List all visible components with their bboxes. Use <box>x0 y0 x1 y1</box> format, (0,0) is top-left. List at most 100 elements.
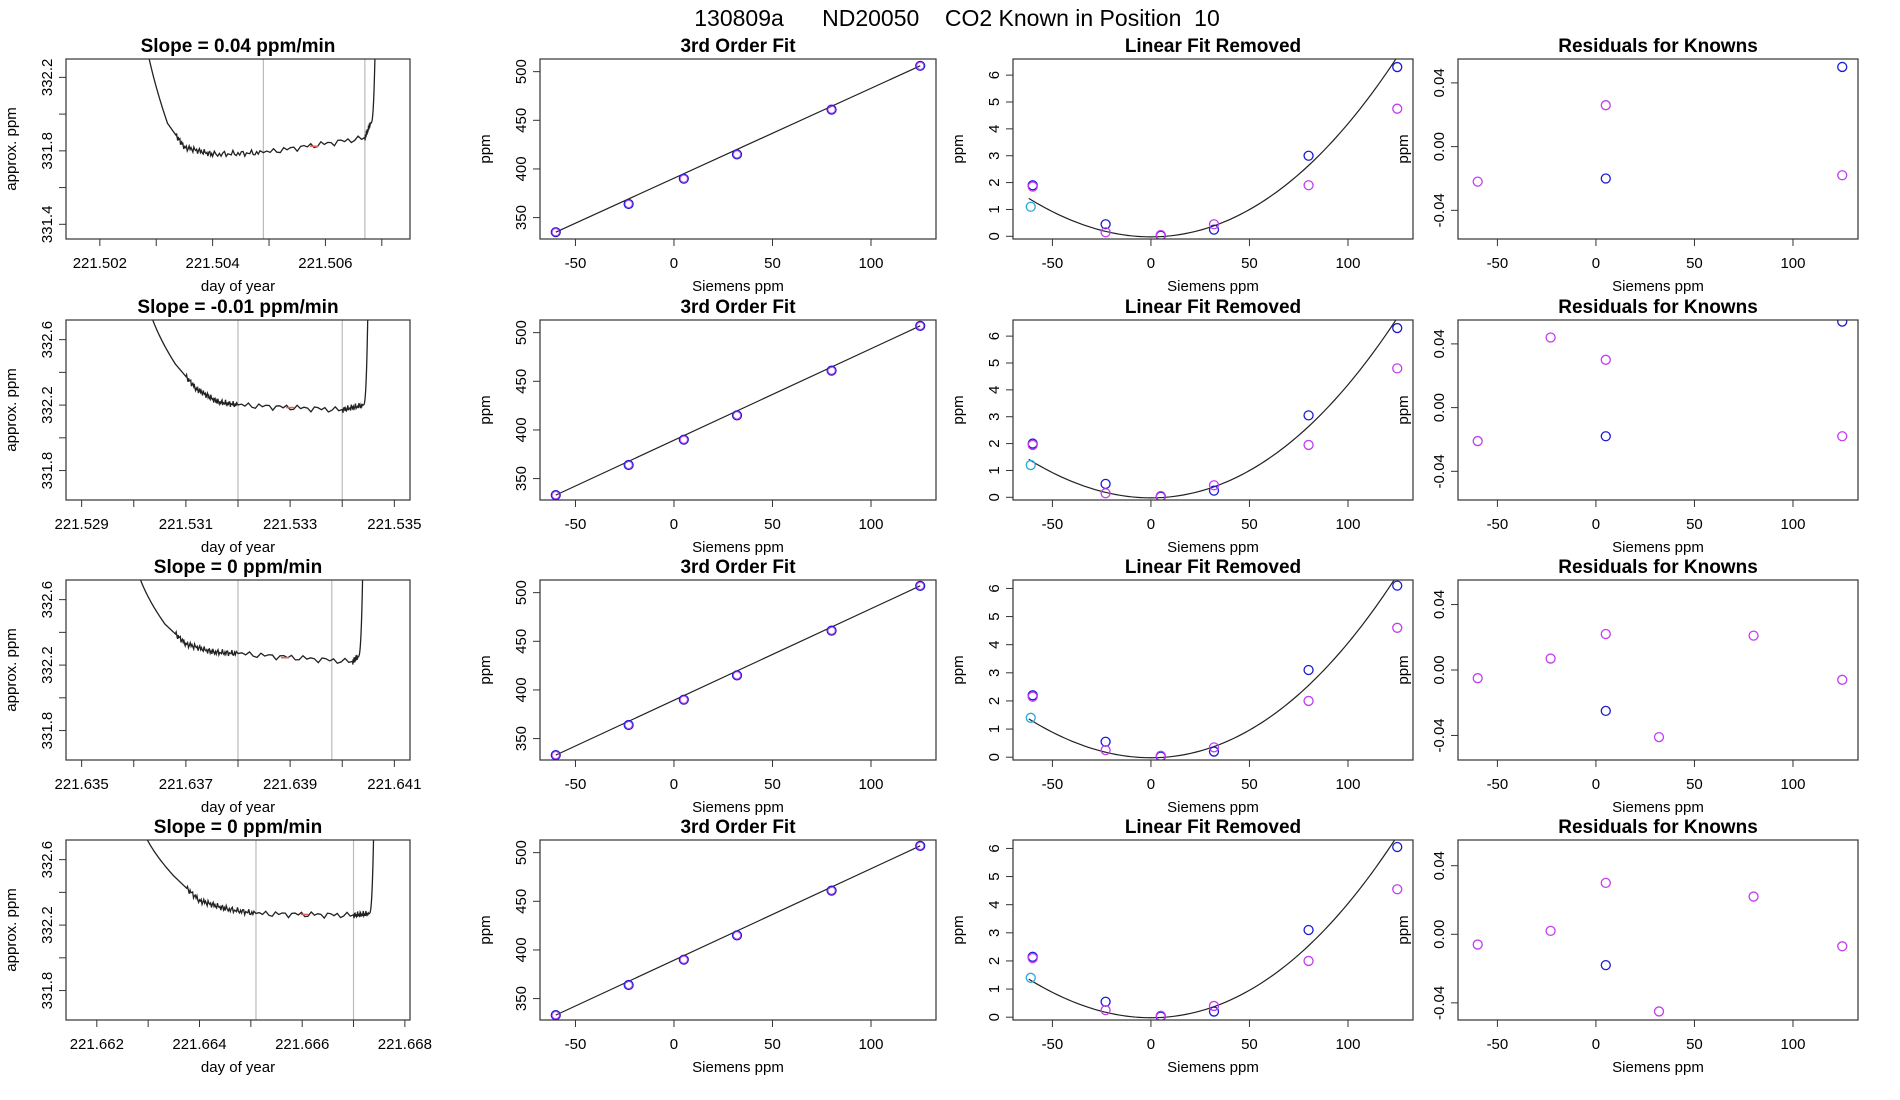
x-tick-label: 0 <box>670 255 678 272</box>
y-tick-label: 5 <box>986 359 1003 367</box>
data-point-blue <box>1208 1006 1220 1017</box>
y-tick-label: 0 <box>986 232 1003 240</box>
x-tick-label: 0 <box>1592 1036 1600 1053</box>
y-tick-label: 6 <box>986 332 1003 340</box>
panel-title: 3rd Order Fit <box>680 36 796 57</box>
fit-line <box>555 65 921 233</box>
data-point-magenta <box>1100 745 1111 756</box>
y-tick-label: 2 <box>986 957 1003 965</box>
y-tick-label: -0.04 <box>1431 718 1448 752</box>
y-tick-label: 400 <box>513 677 530 702</box>
y-tick-label: 500 <box>513 580 530 605</box>
data-point-overlay <box>551 1011 560 1020</box>
plot-frame <box>539 319 937 501</box>
x-tick-label: 100 <box>858 516 883 533</box>
x-tick-label: 100 <box>858 776 883 793</box>
plot-frame <box>1457 58 1859 240</box>
data-point-blue <box>1303 150 1314 161</box>
data-point <box>731 149 743 160</box>
y-tick-label: 0 <box>986 1013 1003 1021</box>
y-tick-label: 1 <box>986 466 1003 474</box>
x-axis-label: Siemens ppm <box>1612 539 1704 556</box>
data-trace <box>152 320 369 413</box>
x-tick-label: -50 <box>1042 255 1064 272</box>
plot-area <box>1472 61 1848 187</box>
x-tick-label: 0 <box>670 516 678 533</box>
data-point-overlay <box>733 671 741 680</box>
x-tick-label: -50 <box>565 776 587 793</box>
data-point-magenta <box>1837 674 1848 685</box>
fit-curve <box>1028 580 1395 759</box>
panel-r2-c1: Slope = -0.01 ppm/min day of year approx. … <box>3 297 421 556</box>
panel-title: Linear Fit Removed <box>1125 557 1301 578</box>
plot-area <box>152 320 369 500</box>
data-point-cyan <box>1025 972 1036 983</box>
x-axis-label: day of year <box>201 539 275 556</box>
data-point-overlay <box>916 61 925 70</box>
plot-area <box>146 840 375 1020</box>
data-point-magenta <box>1472 435 1483 447</box>
data-point-blue <box>1392 322 1403 334</box>
y-axis-label: ppm <box>477 915 494 944</box>
data-point-magenta <box>1748 630 1759 641</box>
data-point-magenta <box>1303 180 1314 191</box>
y-axis-label: ppm <box>477 134 494 163</box>
x-tick-label: 221.531 <box>159 516 213 533</box>
y-axis-label: ppm <box>1395 395 1412 424</box>
y-tick-label: 0 <box>986 493 1003 501</box>
x-tick-label: 50 <box>1686 516 1703 533</box>
data-point-magenta <box>1027 952 1038 964</box>
panel-title: Slope = 0 ppm/min <box>154 557 322 578</box>
y-tick-label: 332.6 <box>39 841 56 879</box>
data-point-overlay <box>679 695 688 704</box>
x-tick-label: 100 <box>858 1036 883 1053</box>
plot-area <box>550 840 926 1020</box>
x-tick-label: 50 <box>764 255 781 272</box>
y-tick-label: 0.04 <box>1431 851 1448 880</box>
x-tick-label: 221.668 <box>378 1036 432 1053</box>
y-tick-label: 350 <box>513 726 530 751</box>
y-axis-label: ppm <box>950 395 967 424</box>
panel-r1-c1: Slope = 0.04 ppm/min day of year approx. p… <box>3 36 411 295</box>
x-tick-label: 0 <box>1147 516 1155 533</box>
panel-title: Linear Fit Removed <box>1125 817 1301 838</box>
x-tick-label: 0 <box>1147 255 1155 272</box>
data-point-overlay <box>624 721 633 729</box>
plot-area <box>1025 840 1403 1020</box>
x-axis-label: Siemens ppm <box>1612 1059 1704 1076</box>
y-tick-label: 5 <box>986 98 1003 106</box>
data-point-blue <box>1392 580 1403 591</box>
y-axis-label: approx. ppm <box>3 368 20 451</box>
plot-area <box>1472 320 1848 447</box>
x-tick-label: 50 <box>764 776 781 793</box>
panel-title: Slope = 0 ppm/min <box>154 817 322 838</box>
data-point-magenta <box>1472 673 1483 684</box>
y-tick-label: 331.8 <box>39 712 56 750</box>
y-tick-label: 350 <box>513 466 530 491</box>
data-point-overlay <box>679 955 688 964</box>
data-point <box>826 885 837 896</box>
y-tick-label: 450 <box>513 369 530 394</box>
y-tick-label: 400 <box>513 417 530 442</box>
y-tick-label: 3 <box>986 152 1003 160</box>
plot-area <box>550 580 926 760</box>
y-tick-label: 4 <box>986 125 1003 133</box>
y-tick-label: 0.04 <box>1431 68 1448 97</box>
data-point-magenta <box>1545 925 1556 937</box>
y-tick-label: 0.00 <box>1431 920 1448 949</box>
y-tick-label: 332.2 <box>39 386 56 424</box>
y-tick-label: 400 <box>513 156 530 181</box>
data-point <box>915 320 926 331</box>
panel-title: Linear Fit Removed <box>1125 297 1301 318</box>
data-point-overlay <box>916 581 925 590</box>
x-tick-label: 0 <box>1592 516 1600 533</box>
y-tick-label: -0.04 <box>1431 193 1448 227</box>
x-axis-label: day of year <box>201 799 275 816</box>
x-tick-label: 50 <box>1241 776 1258 793</box>
y-tick-label: 332.2 <box>39 646 56 684</box>
x-axis-label: Siemens ppm <box>1167 278 1259 295</box>
panel-r2-c4: Residuals for Knowns Siemens ppm ppm -50 0 50… <box>1395 297 1859 556</box>
y-axis-label: ppm <box>950 134 967 163</box>
data-point <box>678 434 689 445</box>
y-tick-label: 500 <box>513 59 530 84</box>
